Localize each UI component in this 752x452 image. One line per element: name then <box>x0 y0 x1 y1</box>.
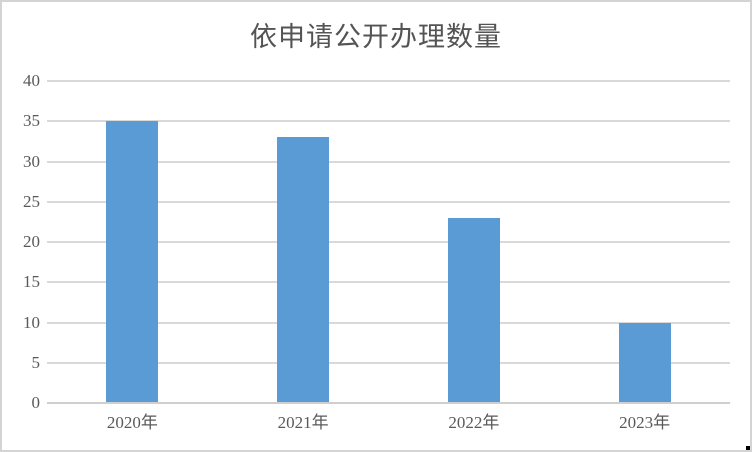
gridline-y35 <box>47 120 730 123</box>
y-axis-tick-label-25: 25 <box>23 191 40 211</box>
gridline-y20 <box>47 241 730 243</box>
y-axis-tick-label-20: 20 <box>23 232 40 251</box>
x-axis-line <box>47 402 730 404</box>
y-axis-tick-label-15: 15 <box>23 272 40 292</box>
chart-title: 依申请公开办理数量 <box>250 22 502 52</box>
y-axis-tick-label-40: 40 <box>23 71 40 90</box>
y-axis-tick-label-30: 30 <box>23 151 40 171</box>
bar-2020年 <box>106 121 159 403</box>
y-axis-tick-label-35: 35 <box>23 111 40 131</box>
gridline-y30 <box>47 160 730 163</box>
x-axis-label-2022年: 2022年 <box>448 413 500 432</box>
plot-area <box>47 80 730 404</box>
bar-2022年 <box>447 217 500 403</box>
gridline-y15 <box>47 281 730 284</box>
y-axis-tick-label-10: 10 <box>23 312 40 332</box>
gridline-y40 <box>47 80 730 82</box>
x-axis-label-2023年: 2023年 <box>619 413 671 432</box>
x-axis-label-2020年: 2020年 <box>106 413 158 432</box>
corner-artifact <box>746 446 750 450</box>
gridline-y5 <box>47 361 730 364</box>
x-axis-label-2021年: 2021年 <box>277 413 329 432</box>
y-axis-tick-label-0: 0 <box>31 393 41 412</box>
y-axis-tick-label-5: 5 <box>31 352 41 372</box>
bar-2021年 <box>277 137 330 403</box>
bar-2023年 <box>618 322 671 403</box>
gridline-y25 <box>47 200 730 203</box>
gridline-y10 <box>47 321 730 324</box>
